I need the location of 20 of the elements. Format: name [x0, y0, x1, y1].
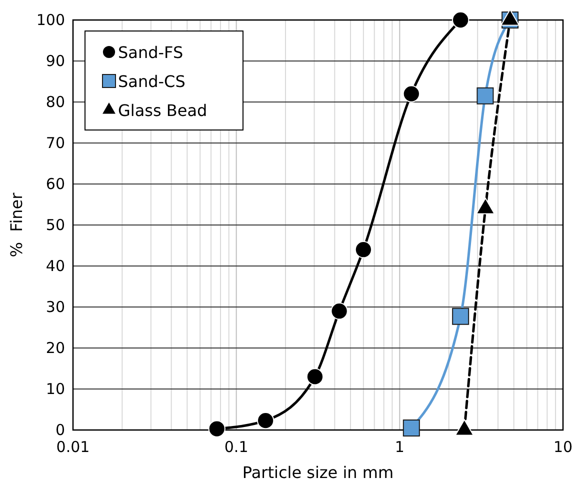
x-tick-label: 10 [553, 438, 573, 456]
x-tick-label: 0.1 [224, 438, 248, 456]
x-tick-label: 0.01 [56, 438, 90, 456]
y-tick-label: 30 [46, 298, 65, 316]
y-tick-label: 40 [46, 257, 65, 275]
legend-label: Glass Bead [118, 101, 208, 120]
y-tick-label: 100 [36, 11, 65, 29]
x-tick-label: 1 [394, 438, 404, 456]
y-tick-label: 60 [46, 175, 65, 193]
y-axis-title: % Finer [7, 192, 26, 258]
y-tick-label: 90 [46, 52, 65, 70]
y-tick-label: 50 [46, 216, 65, 234]
x-axis-title: Particle size in mm [242, 463, 394, 482]
y-tick-label: 10 [46, 380, 65, 398]
y-tick-label: 20 [46, 339, 65, 357]
y-tick-label: 80 [46, 93, 65, 111]
legend-label: Sand-CS [118, 72, 186, 91]
legend-label: Sand-FS [118, 43, 184, 62]
y-tick-label: 0 [55, 421, 65, 439]
y-tick-label: 70 [46, 134, 65, 152]
